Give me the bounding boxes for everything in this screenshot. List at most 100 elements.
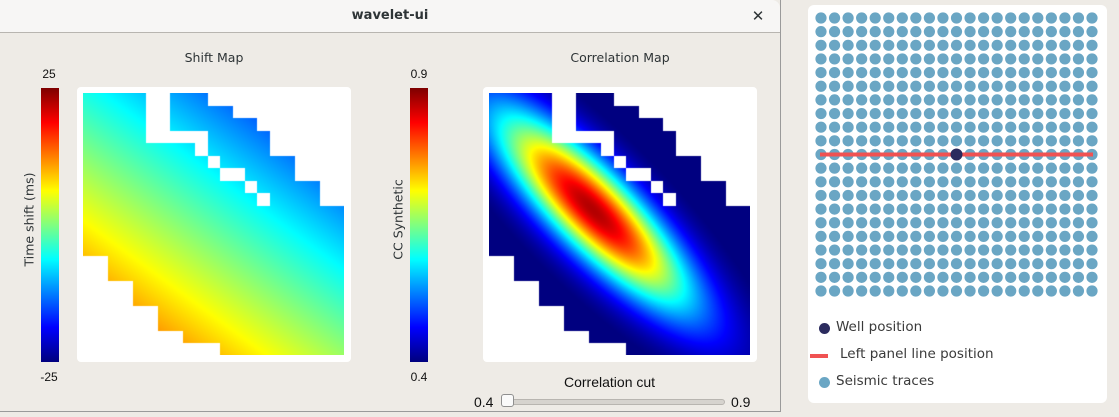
seismic-trace-dot[interactable] — [883, 258, 895, 270]
seismic-trace-dot[interactable] — [1018, 217, 1030, 229]
seismic-trace-dot[interactable] — [1032, 107, 1044, 120]
slider-handle[interactable] — [501, 394, 514, 407]
seismic-trace-dot[interactable] — [869, 39, 881, 51]
seismic-trace-dot[interactable] — [910, 53, 922, 65]
seismic-trace-dot[interactable] — [950, 26, 963, 38]
seismic-trace-dot[interactable] — [978, 230, 990, 242]
seismic-trace-dot[interactable] — [856, 121, 868, 133]
seismic-trace-dot[interactable] — [1045, 258, 1057, 270]
seismic-trace-dot[interactable] — [1086, 217, 1098, 229]
seismic-trace-dot[interactable] — [896, 53, 908, 65]
seismic-trace-dot[interactable] — [964, 94, 976, 106]
seismic-trace-dot[interactable] — [991, 121, 1003, 133]
seismic-trace-dot[interactable] — [869, 285, 881, 297]
seismic-trace-dot[interactable] — [828, 271, 841, 283]
seismic-trace-dot[interactable] — [815, 176, 827, 188]
seismic-trace-dot[interactable] — [842, 230, 854, 242]
seismic-trace-dot[interactable] — [923, 285, 935, 297]
seismic-trace-dot[interactable] — [815, 94, 827, 106]
seismic-trace-dot[interactable] — [869, 203, 881, 215]
seismic-trace-dot[interactable] — [842, 244, 854, 256]
seismic-trace-dot[interactable] — [964, 230, 976, 242]
seismic-trace-dot[interactable] — [1045, 107, 1057, 120]
seismic-trace-dot[interactable] — [937, 217, 949, 229]
seismic-trace-dot[interactable] — [869, 94, 881, 106]
seismic-trace-dot[interactable] — [1032, 12, 1044, 24]
seismic-trace-dot[interactable] — [910, 230, 922, 242]
seismic-trace-dot[interactable] — [1032, 244, 1044, 256]
seismic-trace-dot[interactable] — [937, 258, 949, 270]
seismic-trace-dot[interactable] — [828, 26, 841, 38]
seismic-trace-dot[interactable] — [950, 244, 963, 256]
seismic-trace-dot[interactable] — [1072, 121, 1085, 133]
seismic-trace-dot[interactable] — [1059, 26, 1071, 38]
seismic-trace-dot[interactable] — [978, 53, 990, 65]
seismic-trace-dot[interactable] — [1086, 107, 1098, 120]
seismic-trace-dot[interactable] — [1072, 80, 1085, 92]
seismic-trace-dot[interactable] — [828, 80, 841, 92]
seismic-trace-dot[interactable] — [856, 162, 868, 174]
seismic-trace-dot[interactable] — [842, 271, 854, 283]
seismic-trace-dot[interactable] — [1045, 39, 1057, 51]
seismic-trace-dot[interactable] — [1072, 271, 1085, 283]
seismic-trace-dot[interactable] — [937, 107, 949, 120]
seismic-trace-dot[interactable] — [883, 271, 895, 283]
seismic-trace-dot[interactable] — [991, 244, 1003, 256]
seismic-trace-dot[interactable] — [883, 53, 895, 65]
seismic-trace-dot[interactable] — [869, 258, 881, 270]
seismic-trace-dot[interactable] — [1086, 244, 1098, 256]
seismic-trace-dot[interactable] — [910, 162, 922, 174]
seismic-trace-dot[interactable] — [869, 67, 881, 79]
seismic-trace-dot[interactable] — [1059, 94, 1071, 106]
seismic-trace-dot[interactable] — [1072, 176, 1085, 188]
seismic-trace-dot[interactable] — [1072, 12, 1085, 24]
seismic-trace-dot[interactable] — [964, 80, 976, 92]
seismic-trace-dot[interactable] — [815, 135, 827, 147]
seismic-trace-dot[interactable] — [991, 189, 1003, 202]
seismic-trace-dot[interactable] — [1005, 176, 1017, 188]
seismic-trace-dot[interactable] — [1032, 135, 1044, 147]
seismic-trace-dot[interactable] — [1032, 203, 1044, 215]
seismic-trace-dot[interactable] — [842, 258, 854, 270]
seismic-trace-dot[interactable] — [1072, 135, 1085, 147]
seismic-trace-dot[interactable] — [910, 244, 922, 256]
seismic-trace-dot[interactable] — [1059, 135, 1071, 147]
seismic-trace-dot[interactable] — [1072, 162, 1085, 174]
seismic-trace-dot[interactable] — [950, 12, 963, 24]
seismic-trace-dot[interactable] — [950, 162, 963, 174]
seismic-trace-dot[interactable] — [856, 258, 868, 270]
seismic-trace-dot[interactable] — [1059, 53, 1071, 65]
seismic-trace-dot[interactable] — [964, 258, 976, 270]
seismic-trace-dot[interactable] — [978, 39, 990, 51]
seismic-trace-dot[interactable] — [828, 67, 841, 79]
seismic-trace-dot[interactable] — [1005, 162, 1017, 174]
seismic-trace-dot[interactable] — [856, 39, 868, 51]
seismic-trace-dot[interactable] — [1086, 80, 1098, 92]
seismic-trace-dot[interactable] — [883, 203, 895, 215]
seismic-trace-dot[interactable] — [937, 203, 949, 215]
seismic-trace-dot[interactable] — [842, 39, 854, 51]
seismic-trace-dot[interactable] — [978, 258, 990, 270]
seismic-trace-dot[interactable] — [1072, 244, 1085, 256]
seismic-trace-dot[interactable] — [1018, 230, 1030, 242]
seismic-trace-dot[interactable] — [856, 271, 868, 283]
seismic-trace-dot[interactable] — [883, 67, 895, 79]
seismic-trace-dot[interactable] — [883, 26, 895, 38]
seismic-trace-dot[interactable] — [869, 121, 881, 133]
seismic-trace-dot[interactable] — [950, 217, 963, 229]
title-bar[interactable]: wavelet-ui ✕ — [0, 0, 780, 33]
seismic-trace-dot[interactable] — [1032, 80, 1044, 92]
seismic-trace-dot[interactable] — [991, 12, 1003, 24]
seismic-trace-dot[interactable] — [1005, 94, 1017, 106]
seismic-trace-dot[interactable] — [978, 135, 990, 147]
seismic-trace-dot[interactable] — [815, 39, 827, 51]
seismic-trace-dot[interactable] — [856, 80, 868, 92]
seismic-trace-dot[interactable] — [937, 26, 949, 38]
seismic-trace-dot[interactable] — [937, 94, 949, 106]
seismic-trace-dot[interactable] — [883, 285, 895, 297]
seismic-trace-dot[interactable] — [1018, 107, 1030, 120]
seismic-trace-dot[interactable] — [991, 217, 1003, 229]
seismic-trace-dot[interactable] — [1072, 230, 1085, 242]
seismic-trace-dot[interactable] — [896, 39, 908, 51]
seismic-trace-dot[interactable] — [923, 162, 935, 174]
